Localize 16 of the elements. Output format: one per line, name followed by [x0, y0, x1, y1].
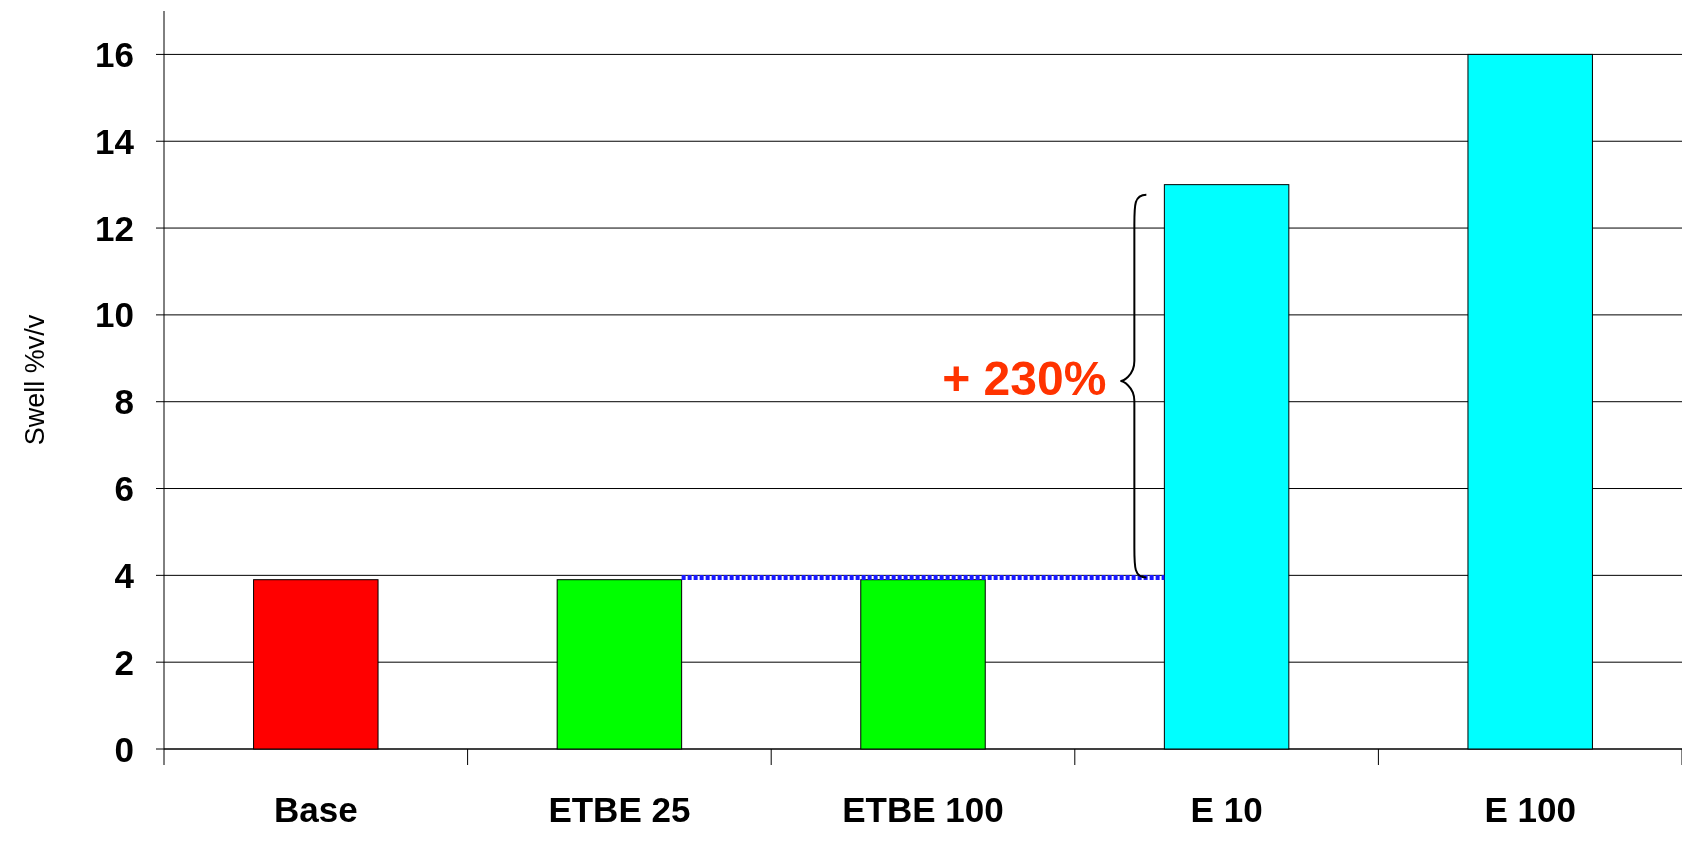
y-tick-label: 0: [114, 729, 134, 769]
x-tick-label: ETBE 100: [842, 790, 1004, 829]
y-axis-title: Swell %v/v: [20, 314, 50, 446]
x-tick-label: Base: [273, 790, 358, 829]
annotation: + 230%: [942, 352, 1107, 406]
y-tick-label: 4: [114, 555, 135, 595]
x-tick-label: ETBE 25: [548, 790, 691, 829]
y-tick-label: 8: [114, 382, 134, 422]
y-tick-label: 10: [95, 295, 134, 335]
x-tick-label: E 100: [1484, 790, 1576, 829]
x-tick-label: E 10: [1190, 790, 1263, 829]
y-tick-label: 12: [95, 208, 134, 248]
y-tick-label: 6: [114, 469, 134, 509]
y-tick-label: 2: [114, 642, 134, 682]
y-tick-label: 16: [95, 34, 134, 74]
y-tick-label: 14: [95, 121, 135, 161]
